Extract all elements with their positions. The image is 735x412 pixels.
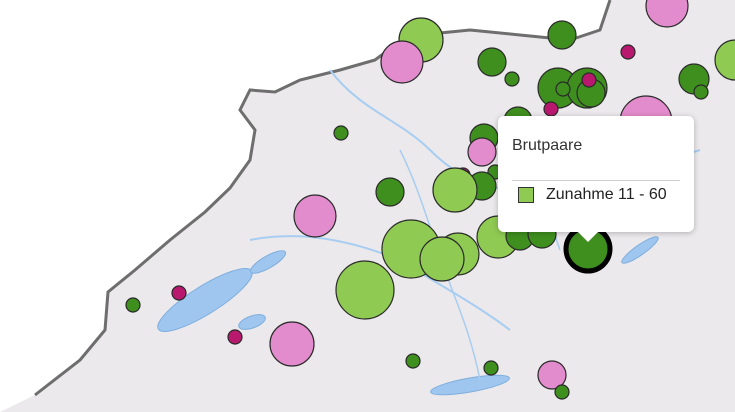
bird-markers[interactable] — [125, 0, 735, 400]
legend-swatch-icon — [518, 187, 534, 203]
marker-increase-small[interactable] — [405, 353, 421, 369]
marker-decrease[interactable] — [269, 321, 315, 367]
marker-increase-small[interactable] — [477, 47, 507, 77]
marker-increase-small[interactable] — [504, 71, 520, 87]
country-border — [34, 0, 612, 397]
marker-increase-small[interactable] — [693, 84, 709, 100]
marker-increase[interactable] — [419, 236, 465, 282]
marker-increase-small[interactable] — [375, 177, 405, 207]
marker-decrease-small[interactable] — [581, 72, 597, 88]
map-tooltip: Brutpaare Zunahme 11 - 60 — [498, 116, 694, 242]
marker-increase-small[interactable] — [547, 20, 577, 50]
marker-decrease[interactable] — [645, 0, 689, 28]
marker-decrease[interactable] — [537, 360, 567, 390]
marker-increase[interactable] — [335, 260, 395, 320]
marker-decrease-small[interactable] — [227, 329, 243, 345]
lake-biel — [249, 250, 287, 274]
lake-zurich — [621, 236, 659, 264]
lake-murten — [238, 314, 266, 330]
marker-decrease[interactable] — [467, 137, 497, 167]
marker-decrease[interactable] — [293, 194, 337, 238]
marker-increase[interactable] — [432, 167, 478, 213]
marker-decrease-small[interactable] — [620, 44, 636, 60]
marker-increase-small[interactable] — [555, 81, 571, 97]
tooltip-category-label: Zunahme 11 - 60 — [546, 186, 667, 203]
marker-increase[interactable] — [714, 39, 735, 81]
tooltip-divider — [512, 180, 680, 181]
tooltip-title: Brutpaare — [512, 137, 583, 154]
lake-thun — [430, 374, 510, 396]
marker-decrease-small[interactable] — [543, 101, 559, 117]
marker-decrease-small[interactable] — [171, 285, 187, 301]
marker-increase-small[interactable] — [333, 125, 349, 141]
marker-increase-small[interactable] — [125, 297, 141, 313]
marker-decrease[interactable] — [380, 40, 424, 84]
marker-increase-small[interactable] — [483, 360, 499, 376]
tooltip-legend-row: Zunahme 11 - 60 — [518, 186, 667, 204]
marker-increase-small[interactable] — [554, 384, 570, 400]
